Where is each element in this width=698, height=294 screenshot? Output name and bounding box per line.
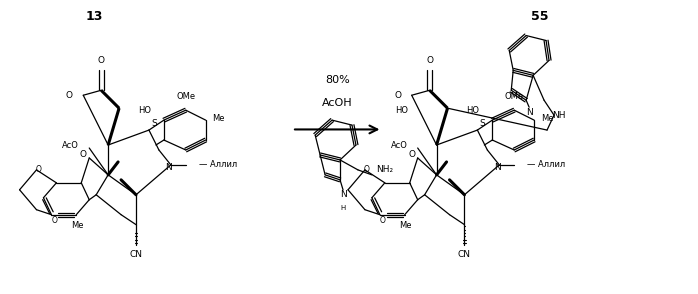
Text: N: N: [165, 163, 172, 172]
Text: O: O: [98, 56, 105, 65]
Text: N: N: [526, 108, 533, 117]
Text: 13: 13: [85, 10, 103, 23]
Text: O: O: [394, 91, 401, 100]
Text: N: N: [494, 163, 500, 172]
Text: AcO: AcO: [391, 141, 408, 150]
Text: Me: Me: [541, 114, 554, 123]
Text: Me: Me: [399, 221, 412, 230]
Text: — Аллил: — Аллил: [527, 161, 565, 169]
Text: AcO: AcO: [62, 141, 80, 150]
Text: 55: 55: [531, 10, 549, 23]
Text: O: O: [426, 56, 433, 65]
Text: — Аллил: — Аллил: [199, 161, 237, 169]
Text: OMe: OMe: [176, 92, 195, 101]
Text: HO: HO: [395, 106, 408, 115]
Text: CN: CN: [130, 250, 142, 259]
Text: Me: Me: [71, 221, 84, 230]
Text: S: S: [151, 118, 157, 128]
Text: S: S: [480, 118, 485, 128]
Text: O: O: [364, 166, 370, 174]
Text: O: O: [380, 216, 386, 225]
Text: O: O: [36, 166, 41, 174]
Text: AcOH: AcOH: [322, 98, 352, 108]
Text: H: H: [341, 205, 346, 211]
Text: O: O: [52, 216, 57, 225]
Text: HO: HO: [466, 106, 480, 115]
Text: O: O: [80, 151, 87, 159]
Text: 80%: 80%: [325, 75, 350, 85]
Text: HO: HO: [138, 106, 151, 115]
Text: NH₂: NH₂: [376, 166, 394, 174]
Text: Me: Me: [212, 114, 225, 123]
Text: NH: NH: [552, 111, 566, 120]
Text: OMe: OMe: [505, 92, 524, 101]
Text: O: O: [66, 91, 73, 100]
Text: O: O: [408, 151, 415, 159]
Text: CN: CN: [458, 250, 471, 259]
Text: N: N: [340, 190, 346, 199]
